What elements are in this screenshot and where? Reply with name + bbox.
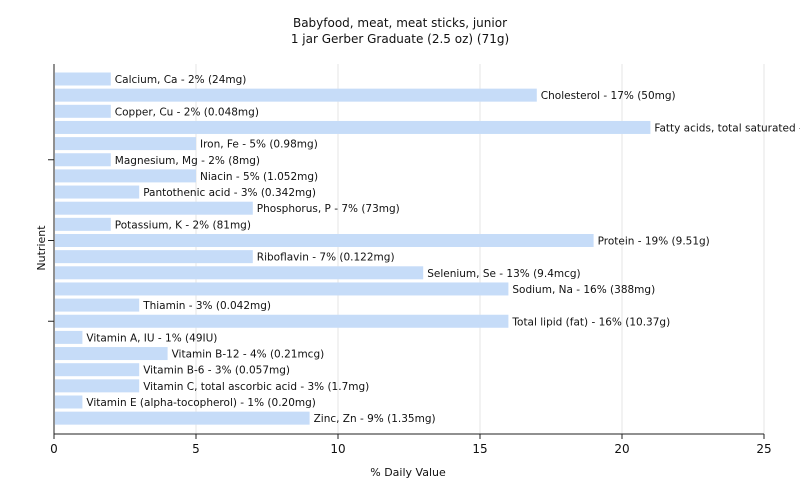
x-tick-label: 0 (50, 442, 58, 456)
bar-label: Vitamin B-6 - 3% (0.057mg) (143, 365, 290, 377)
chart-title-block: Babyfood, meat, meat sticks, junior 1 ja… (0, 15, 800, 47)
bar-label: Thiamin - 3% (0.042mg) (142, 300, 271, 312)
bar (55, 363, 140, 377)
bar-label: Protein - 19% (9.51g) (598, 236, 710, 248)
x-tick-label: 20 (614, 442, 629, 456)
x-tick-label: 5 (192, 442, 200, 456)
bar (55, 137, 196, 151)
bar-label: Total lipid (fat) - 16% (10.37g) (511, 316, 670, 328)
bar (55, 347, 168, 361)
bar (55, 411, 310, 425)
bar-label: Selenium, Se - 13% (9.4mcg) (427, 268, 580, 280)
bar (55, 234, 594, 247)
bar (55, 120, 651, 134)
bar-label: Copper, Cu - 2% (0.048mg) (115, 106, 259, 118)
bar-label: Vitamin A, IU - 1% (49IU) (86, 332, 217, 344)
bar-label: Vitamin B-12 - 4% (0.21mcg) (172, 349, 325, 361)
bar (55, 250, 253, 264)
bar-label: Potassium, K - 2% (81mg) (115, 219, 251, 231)
bar-label: Calcium, Ca - 2% (24mg) (115, 74, 247, 86)
bar (55, 282, 509, 296)
y-axis-title: Nutrient (35, 225, 48, 271)
bar-label: Iron, Fe - 5% (0.98mg) (200, 139, 318, 151)
bar (55, 314, 509, 328)
chart-title: Babyfood, meat, meat sticks, junior (292, 16, 508, 30)
x-tick-label: 25 (756, 442, 771, 456)
bar-label: Niacin - 5% (1.052mg) (200, 171, 318, 183)
bar-label: Zinc, Zn - 9% (1.35mg) (314, 413, 436, 425)
bar (55, 330, 83, 344)
bar (55, 379, 140, 393)
bar (55, 217, 111, 231)
bar (55, 153, 111, 167)
bars: Calcium, Ca - 2% (24mg) Cholesterol - 17%… (55, 72, 800, 425)
bar-label: Pantothenic acid - 3% (0.342mg) (143, 187, 316, 199)
x-tick-label: 10 (330, 442, 345, 456)
bar (55, 185, 140, 199)
bar-label: Cholesterol - 17% (50mg) (541, 90, 676, 102)
bar (55, 104, 111, 118)
x-axis-title: % Daily Value (370, 466, 446, 479)
bar-label: Sodium, Na - 16% (388mg) (512, 284, 655, 296)
x-tick-label: 15 (472, 442, 487, 456)
axes: 0 5 10 15 20 25 (48, 64, 772, 456)
bar-label: Riboflavin - 7% (0.122mg) (257, 252, 395, 264)
grid-lines (195, 64, 765, 434)
bar (55, 201, 253, 215)
bar-label: Fatty acids, total saturated - 21% (4.13… (654, 122, 800, 134)
bar-label: Vitamin E (alpha-tocopherol) - 1% (0.20m… (86, 397, 316, 409)
bar-label: Magnesium, Mg - 2% (8mg) (115, 155, 260, 167)
bar (55, 298, 140, 312)
chart-subtitle: 1 jar Gerber Graduate (2.5 oz) (71g) (290, 32, 510, 46)
bar (55, 266, 424, 280)
bar (55, 88, 537, 102)
bar (55, 72, 111, 86)
bar (55, 169, 196, 183)
bar-label: Phosphorus, P - 7% (73mg) (257, 203, 400, 215)
bar-label: Vitamin C, total ascorbic acid - 3% (1.7… (143, 381, 369, 393)
bar (55, 395, 83, 409)
